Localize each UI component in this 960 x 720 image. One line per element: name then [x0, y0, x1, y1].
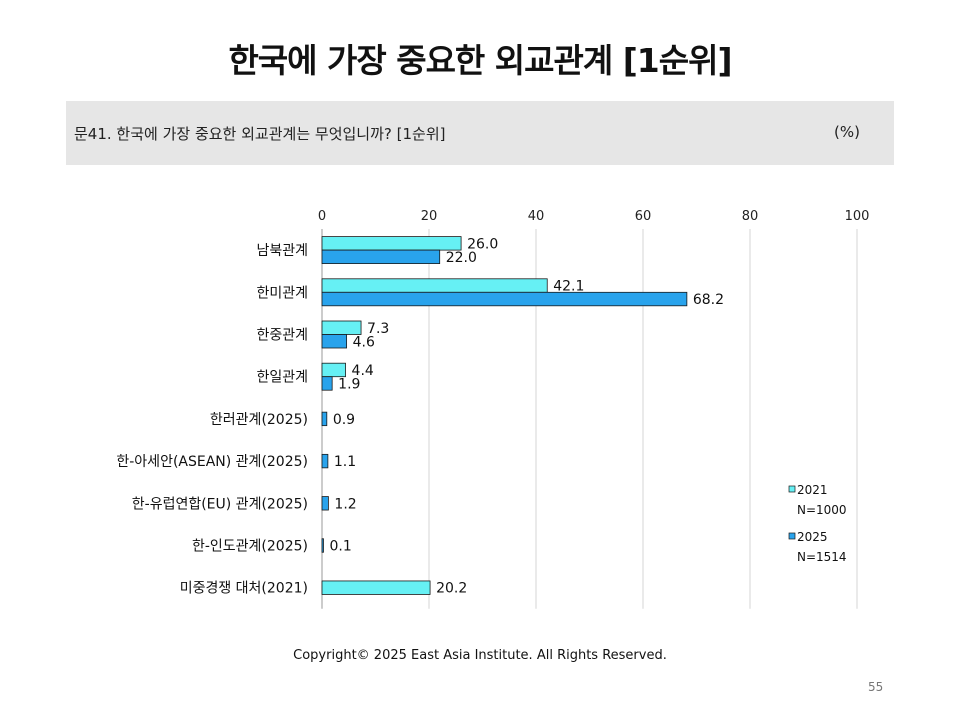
- legend-label: 2021: [797, 483, 828, 497]
- category-label: 한-유럽연합(EU) 관계(2025): [132, 496, 308, 512]
- data-label: 20.2: [436, 581, 467, 597]
- bar-2025: [321, 334, 348, 349]
- category-label: 한미관계: [256, 285, 308, 301]
- data-label: 68.2: [693, 292, 724, 308]
- data-label: 4.6: [353, 334, 375, 350]
- data-label: 1.1: [334, 454, 356, 470]
- data-label: 7.3: [367, 321, 389, 337]
- x-tick-label: 60: [635, 209, 652, 224]
- bar-2021: [321, 320, 362, 335]
- x-tick-label: 40: [528, 209, 545, 224]
- legend-sublabel: N=1000: [797, 503, 847, 517]
- category-label: 한러관계(2025): [210, 412, 308, 428]
- data-label: 4.4: [352, 363, 374, 379]
- data-label: 22.0: [446, 250, 477, 266]
- x-tick-label: 0: [318, 209, 326, 224]
- bar-2025: [321, 249, 441, 265]
- bar-2025: [321, 496, 329, 511]
- legend-swatch-2021: [788, 485, 796, 493]
- category-label: 한중관계: [256, 328, 308, 344]
- data-label: 42.1: [553, 279, 584, 295]
- copyright-text: Copyright© 2025 East Asia Institute. All…: [293, 648, 667, 663]
- bar-2021: [321, 278, 548, 293]
- bar-2025: [321, 411, 328, 427]
- question-banner: 문41. 한국에 가장 중요한 외교관계는 무엇입니까? [1순위] (%): [66, 101, 894, 165]
- category-label: 남북관계: [256, 243, 308, 259]
- category-label: 미중경쟁 대처(2021): [180, 581, 308, 597]
- bar-2021: [321, 236, 462, 251]
- legend-sublabel: N=1514: [797, 550, 847, 564]
- category-label: 한일관계: [256, 370, 308, 386]
- data-label: 26.0: [467, 236, 498, 252]
- bar-2025: [321, 453, 329, 469]
- data-label: 0.1: [330, 539, 352, 555]
- data-label: 0.9: [333, 412, 355, 428]
- page-title: 한국에 가장 중요한 외교관계 [1순위]: [228, 41, 732, 80]
- x-tick-label: 80: [742, 209, 759, 224]
- bar-2021: [321, 580, 431, 595]
- legend-swatch-2025: [788, 532, 796, 540]
- bar-2025: [321, 291, 688, 307]
- page-number: 55: [868, 680, 884, 694]
- data-label: 1.2: [334, 496, 356, 512]
- question-text: 문41. 한국에 가장 중요한 외교관계는 무엇입니까? [1순위]: [74, 125, 446, 143]
- bar-2025: [321, 376, 333, 391]
- x-tick-label: 20: [421, 209, 438, 224]
- category-label: 한-인도관계(2025): [192, 539, 308, 555]
- category-label: 한-아세안(ASEAN) 관계(2025): [116, 454, 308, 470]
- data-label: 1.9: [338, 376, 360, 392]
- x-tick-label: 100: [845, 209, 870, 224]
- unit-label: (%): [834, 123, 860, 141]
- bar-2021: [321, 362, 346, 378]
- legend-label: 2025: [797, 530, 828, 544]
- bar-2025: [321, 538, 324, 553]
